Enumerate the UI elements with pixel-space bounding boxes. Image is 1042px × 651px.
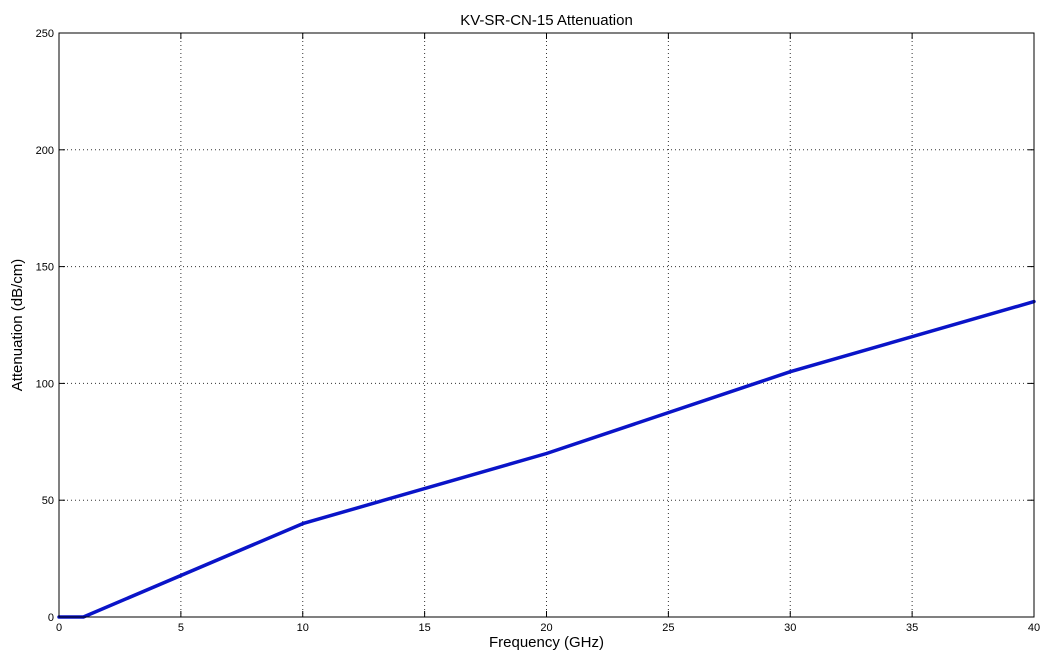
ticks: 0 5 10 15 20 25 30 35 40 0 50 100 150 200 250 <box>36 28 1040 634</box>
y-axis-title: Attenuation (dB/cm) <box>9 259 26 392</box>
y-tick-label: 0 <box>48 612 54 624</box>
x-tick-label: 5 <box>178 622 184 634</box>
x-tick-label: 10 <box>297 622 309 634</box>
x-tick-label: 0 <box>56 622 62 634</box>
y-tick-label: 100 <box>36 378 54 390</box>
y-tick-label: 250 <box>36 28 54 40</box>
x-tick-label: 20 <box>540 622 552 634</box>
x-tick-label: 30 <box>784 622 796 634</box>
x-axis-title: Frequency (GHz) <box>489 634 604 651</box>
y-tick-label: 150 <box>36 262 54 274</box>
plot-frame <box>58 32 1035 618</box>
y-tick-label: 50 <box>42 495 54 507</box>
y-tick-label: 200 <box>36 145 54 157</box>
x-tick-label: 25 <box>662 622 674 634</box>
chart-title: KV-SR-CN-15 Attenuation <box>460 12 633 29</box>
grid <box>59 33 1034 617</box>
x-tick-label: 40 <box>1028 622 1040 634</box>
x-tick-label: 35 <box>906 622 918 634</box>
x-tick-label: 15 <box>419 622 431 634</box>
